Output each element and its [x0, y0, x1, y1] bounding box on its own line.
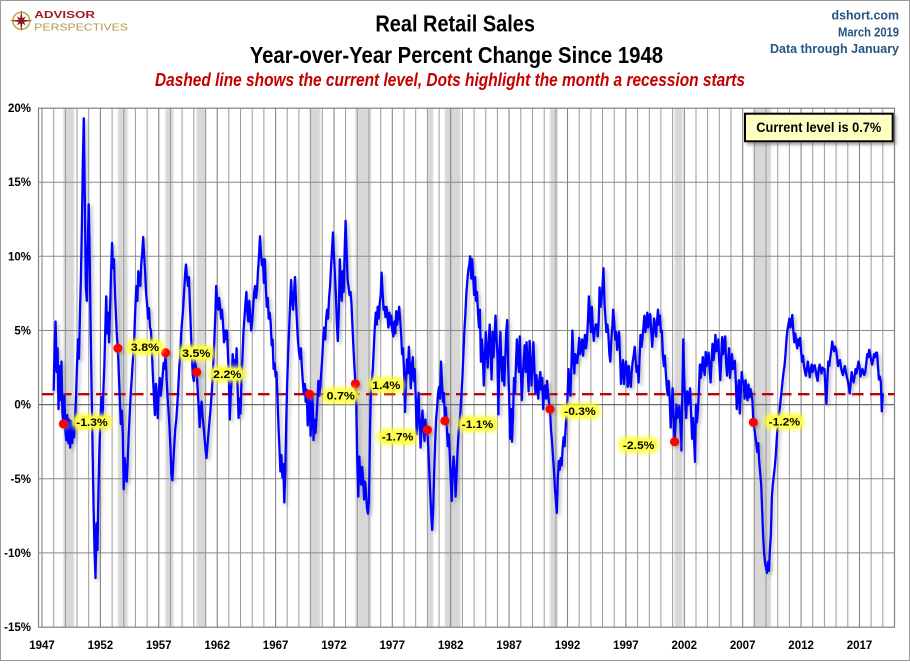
svg-text:1952: 1952 — [88, 640, 114, 652]
svg-text:Real Retail Sales: Real Retail Sales — [375, 11, 535, 37]
svg-text:Current level is 0.7%: Current level is 0.7% — [756, 120, 881, 135]
svg-text:1982: 1982 — [438, 640, 464, 652]
svg-text:ADVISOR: ADVISOR — [34, 10, 95, 21]
svg-text:PERSPECTIVES: PERSPECTIVES — [34, 23, 128, 34]
svg-text:2017: 2017 — [847, 640, 873, 652]
svg-text:-1.2%: -1.2% — [769, 416, 801, 428]
svg-text:1.4%: 1.4% — [372, 380, 401, 392]
svg-text:1992: 1992 — [555, 640, 581, 652]
svg-text:2.2%: 2.2% — [213, 369, 242, 381]
svg-text:-1.7%: -1.7% — [382, 432, 414, 444]
svg-text:3.8%: 3.8% — [131, 342, 160, 354]
svg-text:0.7%: 0.7% — [327, 390, 356, 402]
svg-text:-1.1%: -1.1% — [462, 419, 494, 431]
svg-text:1972: 1972 — [321, 640, 347, 652]
svg-text:2002: 2002 — [672, 640, 698, 652]
svg-text:20%: 20% — [8, 103, 31, 115]
svg-text:2012: 2012 — [788, 640, 814, 652]
svg-text:-5%: -5% — [11, 474, 31, 486]
svg-text:1977: 1977 — [380, 640, 406, 652]
svg-text:3.5%: 3.5% — [182, 348, 211, 360]
svg-text:2007: 2007 — [730, 640, 756, 652]
svg-text:-1.3%: -1.3% — [76, 417, 108, 429]
svg-text:-10%: -10% — [4, 548, 31, 560]
svg-text:dshort.com: dshort.com — [832, 7, 900, 22]
svg-text:Dashed line shows the current: Dashed line shows the current level, Dot… — [155, 70, 745, 90]
svg-text:-15%: -15% — [4, 622, 31, 634]
svg-text:Data through January: Data through January — [770, 41, 900, 56]
svg-text:1957: 1957 — [146, 640, 172, 652]
svg-text:5%: 5% — [14, 326, 31, 338]
svg-text:0%: 0% — [14, 400, 31, 412]
svg-text:1967: 1967 — [263, 640, 289, 652]
svg-text:1987: 1987 — [496, 640, 522, 652]
svg-text:Year-over-Year Percent Change: Year-over-Year Percent Change Since 1948 — [250, 42, 663, 68]
svg-text:10%: 10% — [8, 251, 31, 263]
svg-text:1947: 1947 — [29, 640, 55, 652]
svg-text:March 2019: March 2019 — [838, 25, 899, 40]
svg-text:15%: 15% — [8, 177, 31, 189]
svg-text:1997: 1997 — [613, 640, 639, 652]
svg-text:-2.5%: -2.5% — [623, 440, 655, 452]
svg-text:-0.3%: -0.3% — [564, 406, 596, 418]
svg-text:1962: 1962 — [204, 640, 230, 652]
